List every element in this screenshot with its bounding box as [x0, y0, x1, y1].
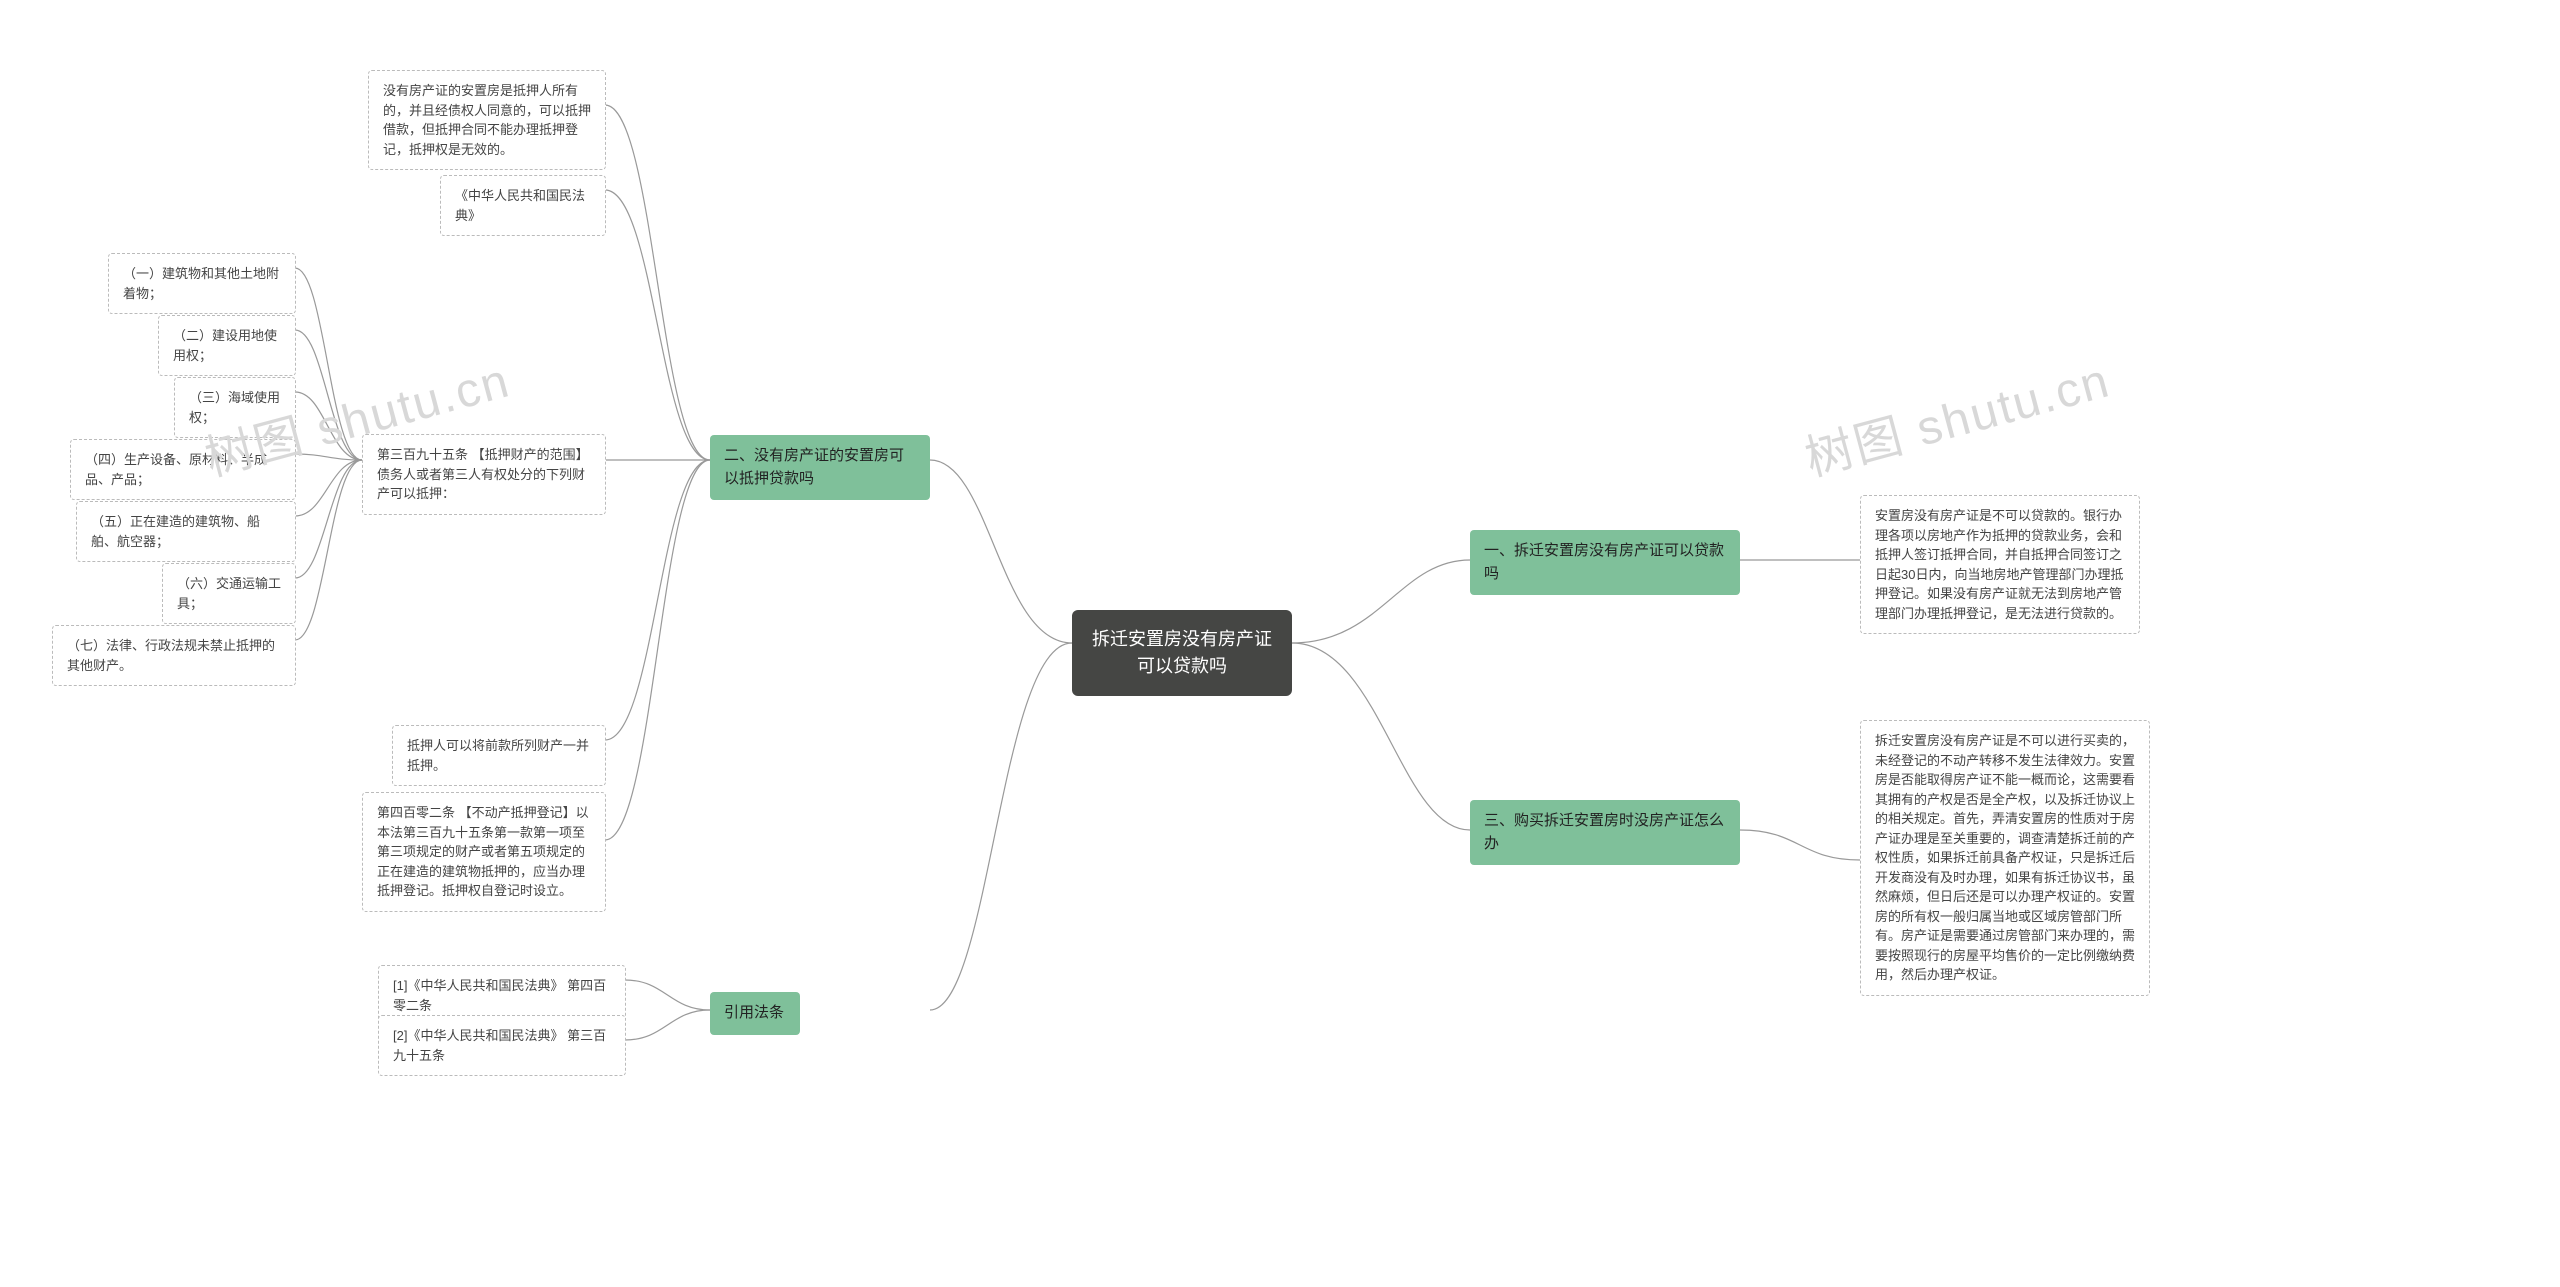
leaf-node: （三）海域使用权； — [174, 377, 296, 438]
branch-node[interactable]: 一、拆迁安置房没有房产证可以贷款吗 — [1470, 530, 1740, 595]
leaf-node: 拆迁安置房没有房产证是不可以进行买卖的，未经登记的不动产转移不发生法律效力。安置… — [1860, 720, 2150, 996]
branch-node[interactable]: 三、购买拆迁安置房时没房产证怎么办 — [1470, 800, 1740, 865]
leaf-node: [2]《中华人民共和国民法典》 第三百九十五条 — [378, 1015, 626, 1076]
leaf-node: （六）交通运输工具； — [162, 563, 296, 624]
leaf-node: （二）建设用地使用权； — [158, 315, 296, 376]
leaf-node: （五）正在建造的建筑物、船舶、航空器； — [76, 501, 296, 562]
branch-node[interactable]: 二、没有房产证的安置房可以抵押贷款吗 — [710, 435, 930, 500]
leaf-node: （四）生产设备、原材料、半成品、产品； — [70, 439, 296, 500]
leaf-node: 第三百九十五条 【抵押财产的范围】债务人或者第三人有权处分的下列财产可以抵押： — [362, 434, 606, 515]
leaf-node: 《中华人民共和国民法典》 — [440, 175, 606, 236]
leaf-node: （七）法律、行政法规未禁止抵押的其他财产。 — [52, 625, 296, 686]
mindmap-canvas: 树图 shutu.cn 树图 shutu.cn 拆迁安置房没有房产证可以贷款吗 — [0, 0, 2560, 1287]
root-node[interactable]: 拆迁安置房没有房产证可以贷款吗 — [1072, 610, 1292, 696]
leaf-node: （一）建筑物和其他土地附着物； — [108, 253, 296, 314]
branch-node[interactable]: 引用法条 — [710, 992, 800, 1035]
leaf-node: 安置房没有房产证是不可以贷款的。银行办理各项以房地产作为抵押的贷款业务，会和抵押… — [1860, 495, 2140, 634]
leaf-node: 抵押人可以将前款所列财产一并抵押。 — [392, 725, 606, 786]
leaf-node: 第四百零二条 【不动产抵押登记】以本法第三百九十五条第一款第一项至第三项规定的财… — [362, 792, 606, 912]
leaf-node: 没有房产证的安置房是抵押人所有的，并且经债权人同意的，可以抵押借款，但抵押合同不… — [368, 70, 606, 170]
